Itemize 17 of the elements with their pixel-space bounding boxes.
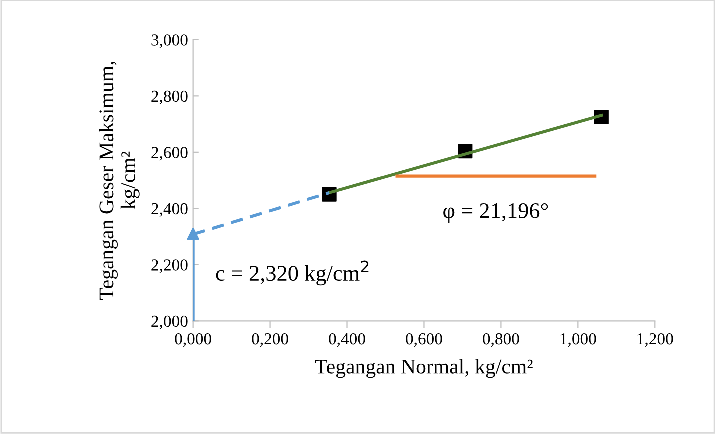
- annotation: φ = 21,196°: [444, 203, 548, 223]
- y-tick-label: 2,600: [152, 147, 188, 161]
- x-tick-label: 0,400: [329, 333, 366, 348]
- annotation: c = 2,320 kg/cm$^{2}$: [216, 260, 369, 286]
- y-tick-label: 2,000: [152, 316, 188, 330]
- x-tick-label: 0,200: [252, 333, 288, 348]
- x-axis-title: Tegangan Normal, kg/cm²: [315, 359, 533, 378]
- y-tick-label: 2,400: [152, 203, 188, 218]
- y-tick-label: 2,800: [152, 90, 188, 105]
- x-tick-label: 0,800: [483, 333, 520, 348]
- x-tick-label: 0,000: [175, 333, 212, 348]
- y-tick-label: 3,000: [152, 34, 188, 48]
- y-tick-label: 2,200: [152, 260, 188, 274]
- y-axis-title: Tegangan Geser Maksimum, kg/cm²: [99, 62, 140, 300]
- x-tick-label: 1,200: [638, 333, 674, 348]
- x-tick-label: 0,600: [406, 333, 442, 348]
- x-tick-label: 1,000: [560, 333, 596, 348]
